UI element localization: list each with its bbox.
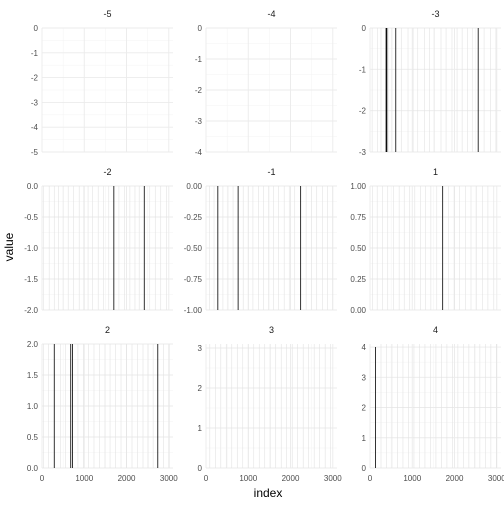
y-tick-label: -0.25	[184, 213, 203, 222]
y-tick-label: -4	[31, 123, 39, 132]
panel-strip-label: 3	[269, 325, 274, 335]
y-tick-label: 0.75	[350, 213, 366, 222]
y-tick-label: 0.00	[186, 182, 202, 191]
x-tick-label: 2000	[282, 474, 300, 483]
y-tick-label: -5	[31, 148, 39, 157]
y-tick-label: 0	[362, 464, 367, 473]
y-tick-label: -2.0	[24, 306, 38, 315]
panel-6: 1 0.00 0.25 0.50 0.75 1.00	[350, 167, 501, 315]
y-tick-label: 3	[198, 344, 203, 353]
x-axis-title: index	[254, 486, 283, 500]
panel-5: -1 0.00 -0.25 -0.50 -0.75 -1.00	[184, 167, 337, 315]
y-tick-label: 0	[34, 24, 39, 33]
x-tick-label: 0	[40, 474, 45, 483]
panel-strip-label: -1	[267, 167, 275, 177]
panel-strip-label: 1	[433, 167, 438, 177]
x-tick-label: 2000	[446, 474, 464, 483]
y-tick-label: 1	[362, 434, 367, 443]
y-tick-label: -2	[195, 86, 203, 95]
y-tick-label: -1	[31, 49, 39, 58]
y-tick-label: 2	[362, 404, 367, 413]
y-tick-label: 1.5	[27, 371, 39, 380]
y-tick-label: 1.00	[350, 182, 366, 191]
y-tick-label: 0.0	[27, 182, 39, 191]
y-tick-label: 0.50	[350, 244, 366, 253]
panel-strip-label: -3	[431, 9, 439, 19]
x-tick-label: 3000	[488, 474, 504, 483]
y-tick-label: -0.50	[184, 244, 203, 253]
panel-strip-label: 2	[105, 325, 110, 335]
x-tick-label: 1000	[239, 474, 257, 483]
y-tick-label: -0.5	[24, 213, 38, 222]
y-tick-label: 0.5	[27, 433, 39, 442]
y-tick-label: -2	[31, 74, 39, 83]
y-tick-label: 0.00	[350, 306, 366, 315]
x-tick-label: 3000	[324, 474, 342, 483]
x-tick-label: 2000	[118, 474, 136, 483]
panel-1: -5 0 -1 -2 -3 -4 -5	[31, 9, 173, 157]
y-tick-label: -1.00	[184, 306, 203, 315]
panel-2: -4 0 -1 -2 -3 -4	[195, 9, 337, 157]
y-tick-label: -1.0	[24, 244, 38, 253]
y-tick-label: 0	[198, 24, 203, 33]
x-tick-label: 1000	[75, 474, 93, 483]
y-tick-label: -3	[195, 117, 203, 126]
x-tick-label: 1000	[403, 474, 421, 483]
panel-3: -3 0 -1 -2 -3	[359, 9, 501, 157]
panel-8: 3 0 1 2 3 0 1000 2000 3000	[198, 325, 343, 483]
x-tick-label: 3000	[160, 474, 178, 483]
panel-9: 4 0 1 2 3 4 0 1000 2000 3000	[362, 325, 504, 483]
panel-strip-label: -2	[103, 167, 111, 177]
y-tick-label: 2.0	[27, 340, 39, 349]
y-tick-label: -1.5	[24, 275, 38, 284]
panel-strip-label: -4	[267, 9, 275, 19]
x-tick-label: 0	[204, 474, 209, 483]
x-tick-label: 0	[368, 474, 373, 483]
y-tick-label: -1	[195, 55, 203, 64]
y-tick-label: 0.0	[27, 464, 39, 473]
y-tick-label: -2	[359, 107, 367, 116]
y-tick-label: 0.25	[350, 275, 366, 284]
y-tick-label: -1	[359, 65, 367, 74]
y-axis-title: value	[2, 232, 16, 261]
panels-group: -5 0 -1 -2 -3 -4 -5 -4 0 -1 -2 -3 -4 -3 0 -1 -2 -3 -2 0.0 -0…	[24, 9, 504, 483]
y-tick-label: -4	[195, 148, 203, 157]
panel-4: -2 0.0 -0.5 -1.0 -1.5 -2.0	[24, 167, 173, 315]
y-tick-label: 1	[198, 424, 203, 433]
y-tick-label: 3	[362, 373, 367, 382]
panel-strip-label: -5	[103, 9, 111, 19]
y-tick-label: 1.0	[27, 402, 39, 411]
y-tick-label: -3	[359, 148, 367, 157]
panel-strip-label: 4	[433, 325, 438, 335]
y-tick-label: 0	[198, 464, 203, 473]
panel-7: 2 0.0 0.5 1.0 1.5 2.0 0 1000 2000 3000	[27, 325, 178, 483]
y-tick-label: -0.75	[184, 275, 203, 284]
y-tick-label: 2	[198, 384, 203, 393]
y-tick-label: 4	[362, 343, 367, 352]
y-tick-label: 0	[362, 24, 367, 33]
y-tick-label: -3	[31, 98, 39, 107]
